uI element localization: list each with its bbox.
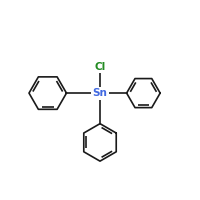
Text: Sn: Sn bbox=[93, 88, 107, 98]
Text: Cl: Cl bbox=[94, 62, 106, 72]
